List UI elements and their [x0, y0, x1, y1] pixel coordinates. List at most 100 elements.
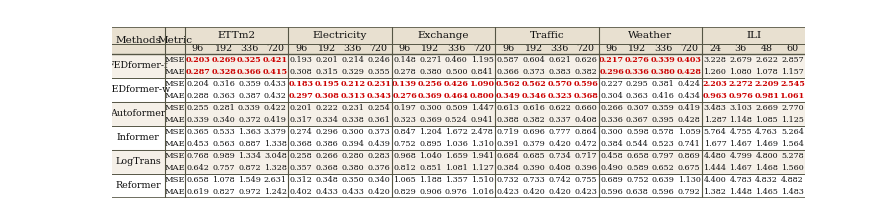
Text: 0.587: 0.587 [496, 56, 519, 63]
Text: 0.408: 0.408 [574, 116, 596, 124]
Text: 0.274: 0.274 [290, 128, 312, 136]
Text: 0.379: 0.379 [522, 140, 544, 148]
Text: 0.458: 0.458 [600, 152, 622, 160]
Text: 0.589: 0.589 [626, 164, 648, 172]
Text: 0.201: 0.201 [290, 104, 312, 112]
Text: 0.317: 0.317 [290, 116, 312, 124]
Text: 1.195: 1.195 [470, 56, 493, 63]
Text: 0.490: 0.490 [600, 164, 622, 172]
Text: 4.800: 4.800 [755, 152, 777, 160]
Text: 0.616: 0.616 [522, 104, 544, 112]
Text: 0.523: 0.523 [651, 140, 674, 148]
Text: 0.395: 0.395 [651, 116, 674, 124]
Text: 0.604: 0.604 [522, 56, 544, 63]
Text: 0.315: 0.315 [316, 67, 338, 75]
Bar [112, 174, 805, 198]
Text: 4.763: 4.763 [755, 128, 777, 136]
Text: 4.400: 4.400 [703, 176, 726, 184]
Text: 0.258: 0.258 [290, 152, 312, 160]
Text: 0.339: 0.339 [650, 56, 675, 63]
Text: 0.684: 0.684 [496, 152, 519, 160]
Text: 0.339: 0.339 [186, 116, 209, 124]
Text: 1.447: 1.447 [470, 104, 493, 112]
Text: 0.578: 0.578 [651, 128, 674, 136]
Text: 0.308: 0.308 [315, 92, 339, 100]
Text: 0.246: 0.246 [367, 56, 390, 63]
Text: 2.631: 2.631 [264, 176, 286, 184]
Text: 0.368: 0.368 [290, 140, 312, 148]
Bar [112, 150, 805, 174]
Text: 0.464: 0.464 [443, 92, 468, 100]
Text: 0.281: 0.281 [212, 104, 234, 112]
Text: 0.981: 0.981 [754, 92, 779, 100]
Text: 0.963: 0.963 [702, 92, 727, 100]
Text: 0.797: 0.797 [651, 152, 674, 160]
Text: 0.416: 0.416 [651, 92, 674, 100]
Text: 2.622: 2.622 [755, 56, 777, 63]
Text: 0.368: 0.368 [316, 164, 338, 172]
Text: 0.544: 0.544 [625, 140, 648, 148]
Text: 0.312: 0.312 [290, 176, 312, 184]
Text: 0.386: 0.386 [316, 140, 338, 148]
Text: Methods: Methods [115, 36, 161, 45]
Text: 0.732: 0.732 [496, 176, 519, 184]
Text: 2.669: 2.669 [755, 104, 777, 112]
Text: 2.679: 2.679 [729, 56, 752, 63]
Text: 720: 720 [473, 44, 491, 53]
Text: 0.433: 0.433 [341, 188, 364, 196]
Text: 0.390: 0.390 [522, 164, 544, 172]
Text: 1.242: 1.242 [264, 188, 286, 196]
Text: 2.770: 2.770 [780, 104, 803, 112]
Text: 0.533: 0.533 [212, 128, 234, 136]
Text: 96: 96 [604, 44, 617, 53]
Text: 0.336: 0.336 [599, 116, 622, 124]
Text: 0.217: 0.217 [598, 56, 623, 63]
Text: 96: 96 [398, 44, 410, 53]
Text: 4.799: 4.799 [729, 152, 752, 160]
Text: 336: 336 [447, 44, 465, 53]
Text: 1.090: 1.090 [469, 80, 494, 88]
Text: 0.296: 0.296 [598, 67, 623, 75]
Text: 0.652: 0.652 [651, 164, 674, 172]
Text: 0.204: 0.204 [186, 80, 209, 88]
Text: 0.372: 0.372 [238, 116, 260, 124]
Text: 0.369: 0.369 [417, 92, 443, 100]
Bar [112, 27, 805, 54]
Text: 0.139: 0.139 [392, 80, 417, 88]
Text: 720: 720 [576, 44, 594, 53]
Text: 0.658: 0.658 [626, 152, 648, 160]
Text: 0.432: 0.432 [264, 92, 286, 100]
Text: 0.742: 0.742 [548, 176, 570, 184]
Text: 1.483: 1.483 [780, 188, 803, 196]
Text: 0.428: 0.428 [677, 116, 700, 124]
Text: 0.420: 0.420 [522, 188, 544, 196]
Text: 24: 24 [708, 44, 721, 53]
Text: 0.689: 0.689 [600, 176, 622, 184]
Text: LogTrans: LogTrans [115, 157, 161, 166]
Text: 0.422: 0.422 [264, 104, 286, 112]
Text: 0.287: 0.287 [185, 67, 210, 75]
Text: 0.402: 0.402 [290, 188, 312, 196]
Text: 0.323: 0.323 [547, 92, 571, 100]
Text: 1.078: 1.078 [755, 67, 777, 75]
Text: 0.626: 0.626 [574, 56, 596, 63]
Text: 720: 720 [369, 44, 387, 53]
Text: 3.103: 3.103 [729, 104, 752, 112]
Text: 0.384: 0.384 [496, 164, 519, 172]
Text: 0.203: 0.203 [185, 56, 210, 63]
Text: 0.369: 0.369 [418, 116, 442, 124]
Text: 0.829: 0.829 [392, 188, 416, 196]
Text: 0.297: 0.297 [289, 92, 313, 100]
Text: 0.660: 0.660 [574, 104, 596, 112]
Text: 0.658: 0.658 [186, 176, 208, 184]
Text: 0.214: 0.214 [341, 56, 364, 63]
Text: 0.757: 0.757 [212, 164, 234, 172]
Text: 0.266: 0.266 [599, 104, 622, 112]
Text: 0.847: 0.847 [392, 128, 416, 136]
Text: 0.851: 0.851 [418, 164, 442, 172]
Text: 0.719: 0.719 [496, 128, 519, 136]
Text: 0.193: 0.193 [290, 56, 312, 63]
Bar [112, 77, 805, 102]
Text: 192: 192 [215, 44, 232, 53]
Text: 0.368: 0.368 [573, 92, 597, 100]
